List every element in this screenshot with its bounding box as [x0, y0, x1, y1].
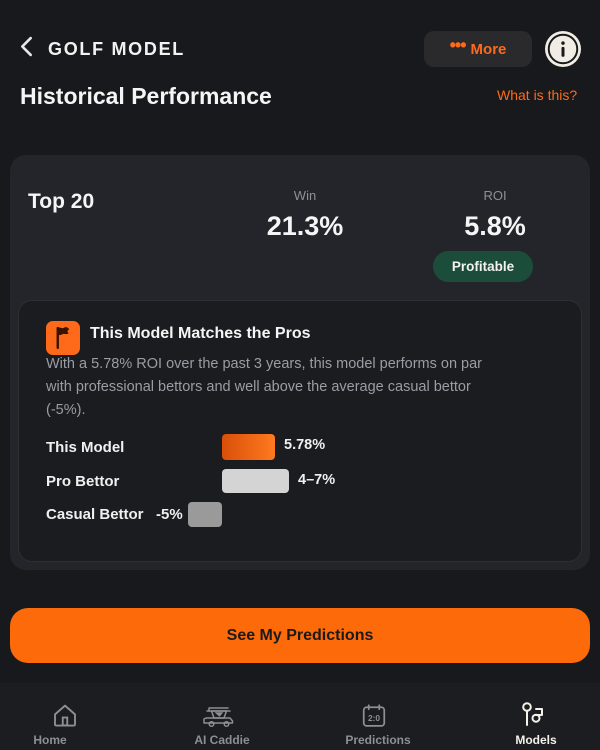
svg-text:2:0: 2:0	[368, 713, 380, 723]
